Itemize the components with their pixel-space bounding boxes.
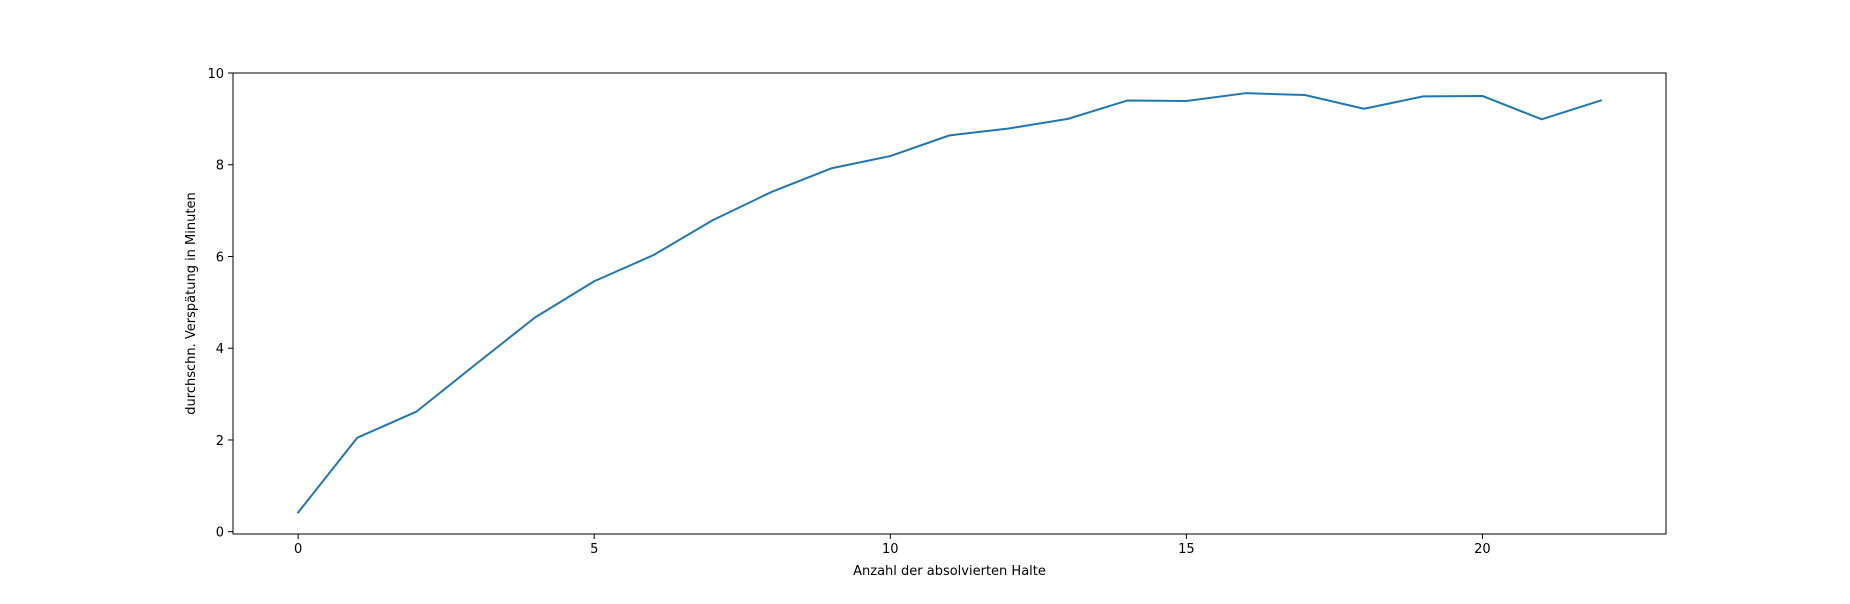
x-tick-label: 15: [1178, 542, 1195, 557]
series-layer: [296, 92, 1603, 514]
plot-frame: [232, 72, 1667, 535]
y-tick-label: 4: [216, 342, 224, 357]
y-tick-label: 2: [216, 434, 224, 449]
x-tick-label: 0: [294, 542, 302, 557]
y-axis-label: durchschn. Verspätung in Minuten: [184, 192, 199, 414]
y-axis-ticks: 0 2 4 6 8 10: [207, 67, 233, 541]
x-tick-label: 5: [590, 542, 598, 557]
x-tick-label: 10: [882, 542, 899, 557]
y-tick-label: 10: [207, 67, 224, 82]
y-tick-label: 0: [216, 526, 224, 541]
x-tick-label: 20: [1474, 542, 1491, 557]
y-tick-label: 8: [216, 159, 224, 174]
x-axis-label: Anzahl der absolvierten Halte: [853, 564, 1046, 579]
series-line: [296, 92, 1603, 514]
y-tick-label: 6: [216, 250, 224, 265]
x-axis-ticks: 0 5 10 15 20: [294, 534, 1491, 557]
